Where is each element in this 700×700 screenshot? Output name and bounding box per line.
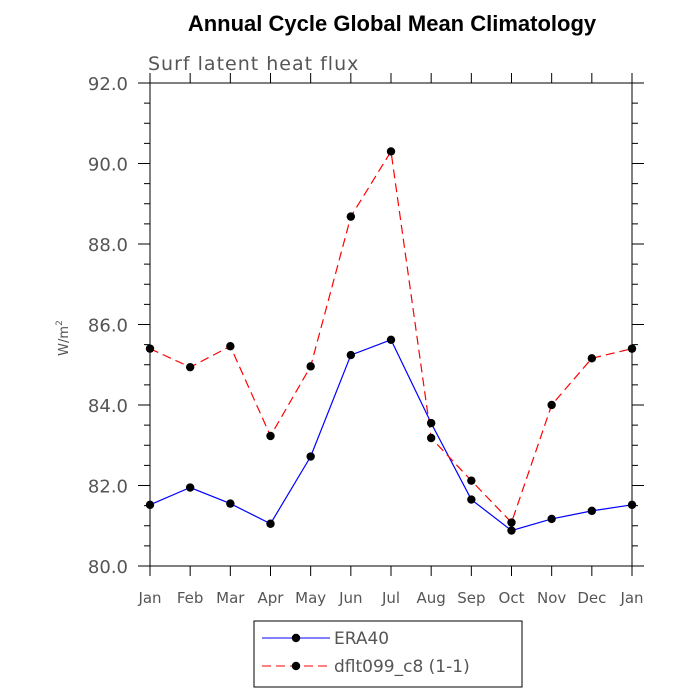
series-0-point <box>185 483 195 492</box>
legend: ERA40 dflt099_c8 (1-1) <box>253 620 523 688</box>
series-1-point <box>547 400 556 410</box>
series-1-point <box>627 344 637 353</box>
x-tick-label: Nov <box>537 589 566 607</box>
series-1-point <box>185 362 195 372</box>
series-0-point <box>627 500 637 510</box>
y-axis-label-exponent: 2 <box>55 320 65 326</box>
chart-title: Annual Cycle Global Mean Climatology <box>188 11 597 36</box>
series-0-point <box>266 519 275 528</box>
x-tick-label: Dec <box>577 589 606 607</box>
series-0-point <box>587 506 597 516</box>
legend-label-era40: ERA40 <box>334 629 389 649</box>
series-line-0 <box>149 339 633 532</box>
x-tick-label: Aug <box>417 589 446 607</box>
series-layer <box>145 147 637 535</box>
x-tick-label: Jul <box>381 589 400 607</box>
x-tick-label: Jun <box>338 589 362 607</box>
x-tick-label: Apr <box>258 589 285 607</box>
series-0-point <box>346 350 356 360</box>
y-tick-label: 86.0 <box>88 316 128 337</box>
series-1-point <box>346 212 356 221</box>
series-1-point <box>587 354 597 363</box>
x-tick-label: Sep <box>457 589 485 607</box>
y-tick-label: 90.0 <box>88 155 128 176</box>
series-0-point <box>226 499 235 508</box>
y-tick-label: 82.0 <box>88 477 128 498</box>
series-1-point <box>507 518 516 527</box>
y-tick-label: 92.0 <box>88 74 128 95</box>
series-1-point <box>266 431 275 441</box>
series-0-point <box>306 452 315 461</box>
series-1-point <box>145 344 155 353</box>
y-axis-label-unit: W/m <box>57 326 72 356</box>
series-1-point <box>226 342 235 351</box>
x-tick-label: Jan <box>619 589 643 607</box>
series-0-point <box>507 526 516 535</box>
y-tick-label: 84.0 <box>88 396 128 417</box>
series-1-point <box>306 362 315 371</box>
legend-marker-era40 <box>291 633 301 643</box>
legend-label-dflt099: dflt099_c8 (1-1) <box>334 657 470 677</box>
series-0-point <box>547 514 556 524</box>
series-0-point <box>386 335 396 344</box>
x-tick-label: Mar <box>216 589 245 607</box>
x-tick-label: May <box>295 589 326 607</box>
y-axis-label: W/m2 <box>55 320 72 356</box>
legend-box <box>253 620 523 688</box>
y-axis-ticks: 80.0 82.0 84.0 86.0 88.0 90.0 92.0 <box>88 74 644 578</box>
series-1-point <box>467 476 476 485</box>
series-1-point <box>426 433 436 443</box>
x-tick-label: Oct <box>499 589 525 607</box>
y-tick-label: 80.0 <box>88 557 128 578</box>
y-tick-label: 88.0 <box>88 235 128 256</box>
series-0-point <box>426 418 436 428</box>
series-1-point <box>386 147 396 156</box>
series-0-point <box>145 500 155 510</box>
x-tick-label: Jan <box>137 589 161 607</box>
chart-subtitle: Surf latent heat flux <box>148 53 359 75</box>
legend-marker-dflt099 <box>291 661 301 671</box>
x-tick-label: Feb <box>177 589 204 607</box>
series-0-point <box>467 495 476 504</box>
x-axis-ticks: Jan Feb Mar Apr May Jun Jul Aug Sep Oct Nov Dec Jan <box>137 73 644 607</box>
